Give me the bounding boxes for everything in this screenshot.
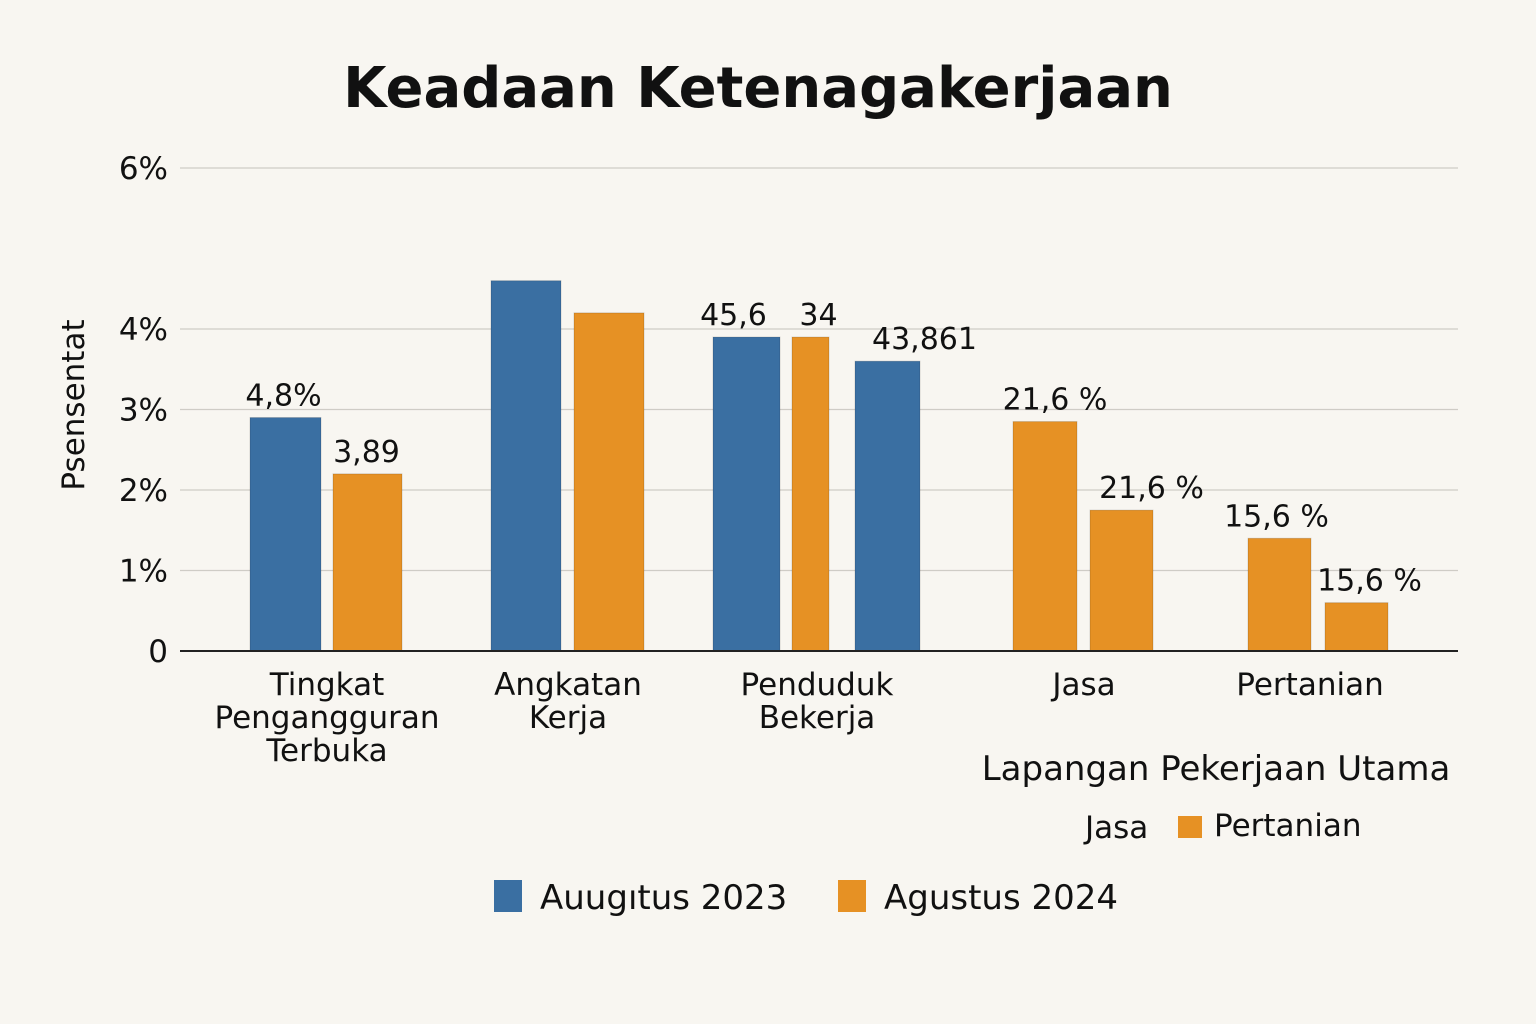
data-label: 15,6 % — [1224, 499, 1329, 534]
y-axis-label: Psensentat — [56, 319, 92, 490]
sub-legend-swatch — [1178, 816, 1202, 838]
y-tick-label: 3% — [119, 393, 168, 429]
y-tick-label: 1% — [119, 554, 168, 590]
annotation-lapangan: Lapangan Pekerjaan Utama — [982, 749, 1451, 789]
sub-legend-text: Jasa — [1083, 810, 1148, 846]
bar — [854, 360, 921, 652]
x-tick-line: Terbuka — [265, 733, 387, 769]
x-axis-ticks: Tingkat Pengangguran Terbuka Angkatan Kerja P… — [214, 667, 1383, 769]
x-tick-line: Angkatan — [494, 667, 642, 703]
x-tick-label: Angkatan Kerja — [494, 667, 642, 736]
x-tick-label: Tingkat Pengangguran Terbuka — [214, 667, 439, 769]
data-label: 45,6 — [700, 298, 767, 333]
x-tick-line: Pertanian — [1236, 667, 1383, 703]
data-label: 21,6 % — [1003, 383, 1108, 418]
bar — [490, 280, 562, 652]
x-tick-line: Kerja — [529, 700, 607, 736]
y-tick-label: 4% — [119, 312, 168, 348]
bar — [249, 417, 322, 652]
legend-swatch-2023 — [494, 880, 522, 912]
y-tick-label: 2% — [119, 473, 168, 509]
bar — [791, 336, 830, 652]
bar — [332, 473, 403, 652]
legend-label-2024: Agustus 2024 — [884, 878, 1118, 918]
data-label: 15,6 % — [1317, 564, 1422, 599]
data-label: 3,89 — [333, 435, 400, 470]
data-label: 34 — [799, 298, 837, 333]
x-tick-label: Jasa — [1050, 667, 1115, 703]
sub-legend: Jasa Pertanian — [1083, 808, 1361, 846]
bars — [249, 280, 1389, 652]
bar — [712, 336, 781, 652]
bar — [573, 312, 645, 652]
bar — [1012, 421, 1078, 652]
bar — [1247, 537, 1312, 652]
legend: Auugıtus 2023 Agustus 2024 — [494, 878, 1118, 918]
legend-swatch-2024 — [838, 880, 866, 912]
y-tick-label: 0 — [148, 634, 168, 670]
x-tick-line: Tingkat — [269, 667, 384, 703]
data-label: 21,6 % — [1099, 471, 1204, 506]
x-tick-line: Jasa — [1050, 667, 1115, 703]
bar — [1089, 509, 1154, 652]
y-axis-ticks: 0 1% 2% 3% 4% 6% — [119, 151, 168, 670]
data-label: 4,8% — [245, 379, 321, 414]
x-tick-line: Pengangguran — [214, 700, 439, 736]
chart-title: Keadaan Ketenagakerjaan — [343, 56, 1173, 121]
data-labels: 4,8% 3,89 45,6 34 43,861 21,6 % 21,6 % 15,6 % 15… — [245, 298, 1422, 599]
y-tick-label: 6% — [119, 151, 168, 187]
legend-label-2023: Auugıtus 2023 — [540, 878, 787, 918]
x-tick-line: Bekerja — [759, 700, 876, 736]
x-tick-label: Pertanian — [1236, 667, 1383, 703]
sub-legend-label: Pertanian — [1214, 808, 1361, 844]
x-tick-line: Penduduk — [741, 667, 894, 703]
data-label: 43,861 — [872, 322, 977, 357]
x-tick-label: Penduduk Bekerja — [741, 667, 894, 736]
bar — [1324, 602, 1389, 652]
